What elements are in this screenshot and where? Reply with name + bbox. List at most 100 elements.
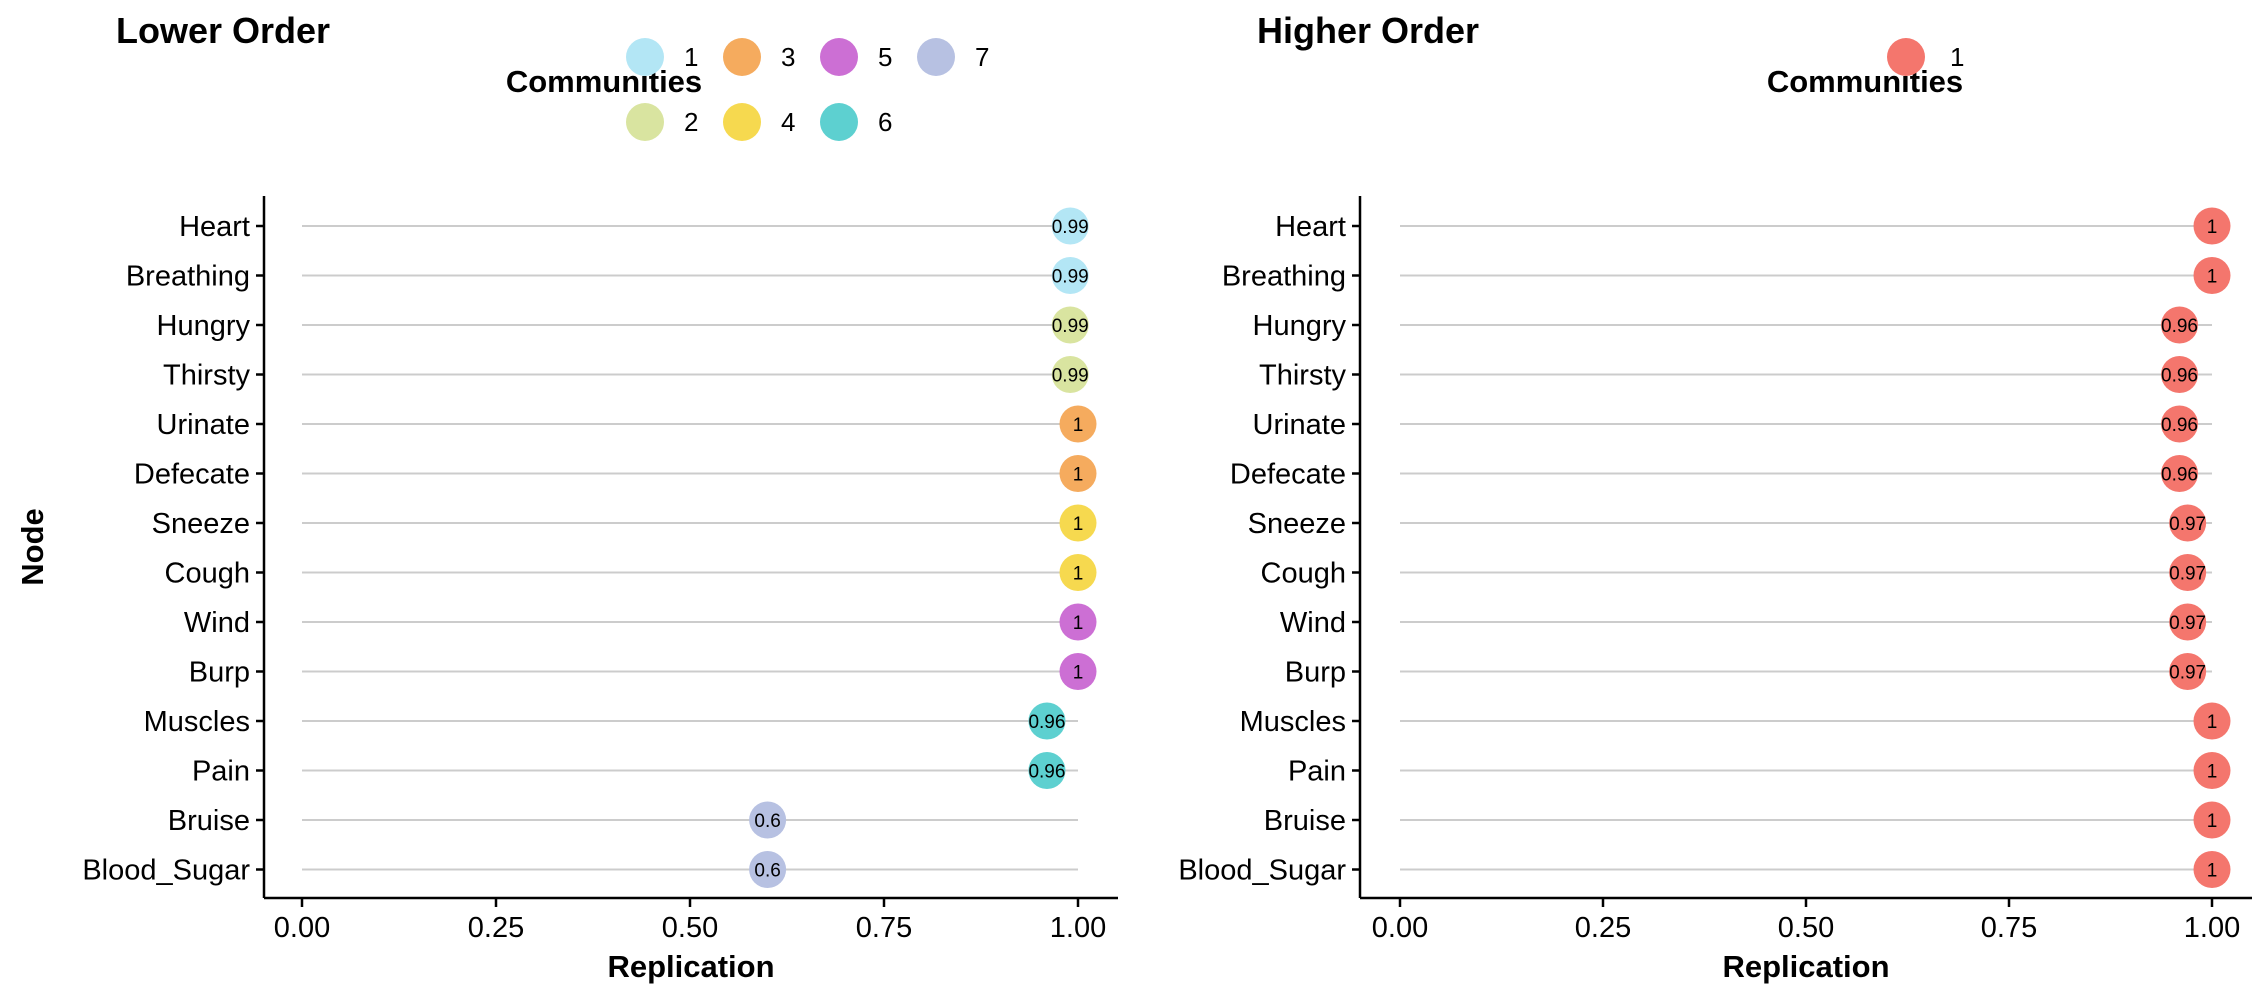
y-tick-label: Urinate — [157, 409, 251, 441]
data-point — [2169, 653, 2207, 690]
data-label: 0.99 — [1052, 267, 1089, 288]
data-point — [2193, 801, 2231, 839]
y-tick-label: Hungry — [157, 310, 251, 342]
data-point — [749, 851, 787, 888]
y-tick-label: Blood_Sugar — [1178, 855, 1346, 887]
x-tick-label: 1.00 — [1050, 912, 1106, 944]
data-point — [1059, 455, 1097, 492]
x-axis-title: Replication — [1722, 949, 1889, 984]
y-tick-label: Urinate — [1253, 409, 1347, 441]
y-axis-title: Node — [15, 508, 50, 586]
legend-swatch — [820, 38, 858, 76]
y-tick-label: Wind — [184, 607, 250, 639]
data-point — [1051, 207, 1089, 245]
data-label: 0.96 — [2161, 415, 2198, 436]
data-point — [2169, 504, 2207, 542]
data-point — [2193, 257, 2231, 294]
y-tick-label: Cough — [165, 558, 250, 590]
y-tick-label: Pain — [192, 756, 250, 788]
data-label: 1 — [1073, 415, 1084, 436]
data-label: 0.6 — [754, 861, 780, 882]
data-point — [1051, 356, 1089, 393]
data-label: 0.97 — [2169, 663, 2206, 684]
data-label: 0.96 — [1028, 712, 1065, 733]
y-tick-label: Muscles — [1240, 706, 1346, 738]
x-tick-label: 0.75 — [856, 912, 912, 944]
y-tick-label: Defecate — [134, 459, 250, 491]
data-point — [2161, 455, 2199, 492]
y-tick-label: Defecate — [1230, 459, 1346, 491]
y-tick-label: Breathing — [1222, 261, 1346, 293]
y-tick-label: Sneeze — [1248, 508, 1346, 540]
y-tick-label: Heart — [179, 211, 250, 243]
data-point — [1051, 257, 1089, 294]
y-tick-label: Breathing — [126, 261, 250, 293]
data-label: 1 — [2207, 811, 2218, 832]
legend-swatch — [917, 38, 955, 76]
data-point — [1028, 702, 1066, 740]
chart-title: Lower Order — [116, 10, 330, 51]
data-point — [1051, 306, 1089, 344]
y-tick-label: Burp — [1285, 657, 1346, 689]
y-tick-label: Blood_Sugar — [82, 855, 250, 887]
data-label: 0.99 — [1052, 217, 1089, 238]
data-point — [1059, 405, 1097, 443]
data-point — [749, 801, 787, 839]
chart-title: Higher Order — [1257, 10, 1479, 51]
data-label: 0.6 — [754, 811, 780, 832]
data-label: 0.96 — [2161, 465, 2198, 486]
legend-swatch — [723, 38, 761, 76]
y-tick-label: Thirsty — [1259, 360, 1347, 392]
data-label: 1 — [1073, 663, 1084, 684]
data-point — [2193, 207, 2231, 245]
x-axis-title: Replication — [607, 949, 774, 984]
data-point — [2193, 752, 2231, 789]
data-label: 1 — [2207, 762, 2218, 783]
data-label: 0.99 — [1052, 366, 1089, 387]
data-label: 0.97 — [2169, 613, 2206, 634]
data-point — [1059, 653, 1097, 690]
data-label: 0.97 — [2169, 514, 2206, 535]
y-tick-label: Cough — [1261, 558, 1346, 590]
data-label: 1 — [1073, 465, 1084, 486]
y-tick-label: Sneeze — [152, 508, 250, 540]
y-tick-label: Muscles — [144, 706, 250, 738]
chart-panel-higher-order: Higher OrderCommunities1HeartBreathingHu… — [1178, 10, 2252, 984]
legend-title: Communities — [1767, 64, 1963, 99]
data-label: 0.97 — [2169, 564, 2206, 585]
legend-swatch — [626, 103, 664, 141]
data-point — [1059, 603, 1097, 641]
data-label: 0.96 — [2161, 366, 2198, 387]
y-tick-label: Bruise — [1264, 805, 1346, 837]
x-tick-label: 0.50 — [1778, 912, 1834, 944]
data-point — [2169, 554, 2207, 591]
legend-label: 4 — [781, 107, 795, 137]
data-point — [2161, 405, 2199, 443]
y-tick-label: Thirsty — [163, 360, 251, 392]
x-tick-label: 0.75 — [1981, 912, 2037, 944]
legend-swatch — [723, 103, 761, 141]
chart-panel-lower-order: Lower OrderCommunities1234567HeartBreath… — [15, 10, 1118, 984]
x-tick-label: 1.00 — [2184, 912, 2240, 944]
data-label: 1 — [1073, 564, 1084, 585]
data-point — [2169, 603, 2207, 641]
legend-label: 7 — [975, 42, 989, 72]
legend-label: 6 — [878, 107, 892, 137]
x-tick-label: 0.25 — [1575, 912, 1631, 944]
data-point — [2193, 851, 2231, 888]
y-tick-label: Bruise — [168, 805, 250, 837]
legend-label: 5 — [878, 42, 892, 72]
legend-swatch — [820, 103, 858, 141]
legend-swatch — [626, 38, 664, 76]
legend-label: 1 — [1950, 42, 1964, 72]
y-tick-label: Pain — [1288, 756, 1346, 788]
x-tick-label: 0.25 — [468, 912, 524, 944]
data-point — [2193, 702, 2231, 740]
y-tick-label: Heart — [1275, 211, 1346, 243]
data-point — [1028, 752, 1066, 789]
x-tick-label: 0.50 — [662, 912, 718, 944]
data-point — [1059, 504, 1097, 542]
